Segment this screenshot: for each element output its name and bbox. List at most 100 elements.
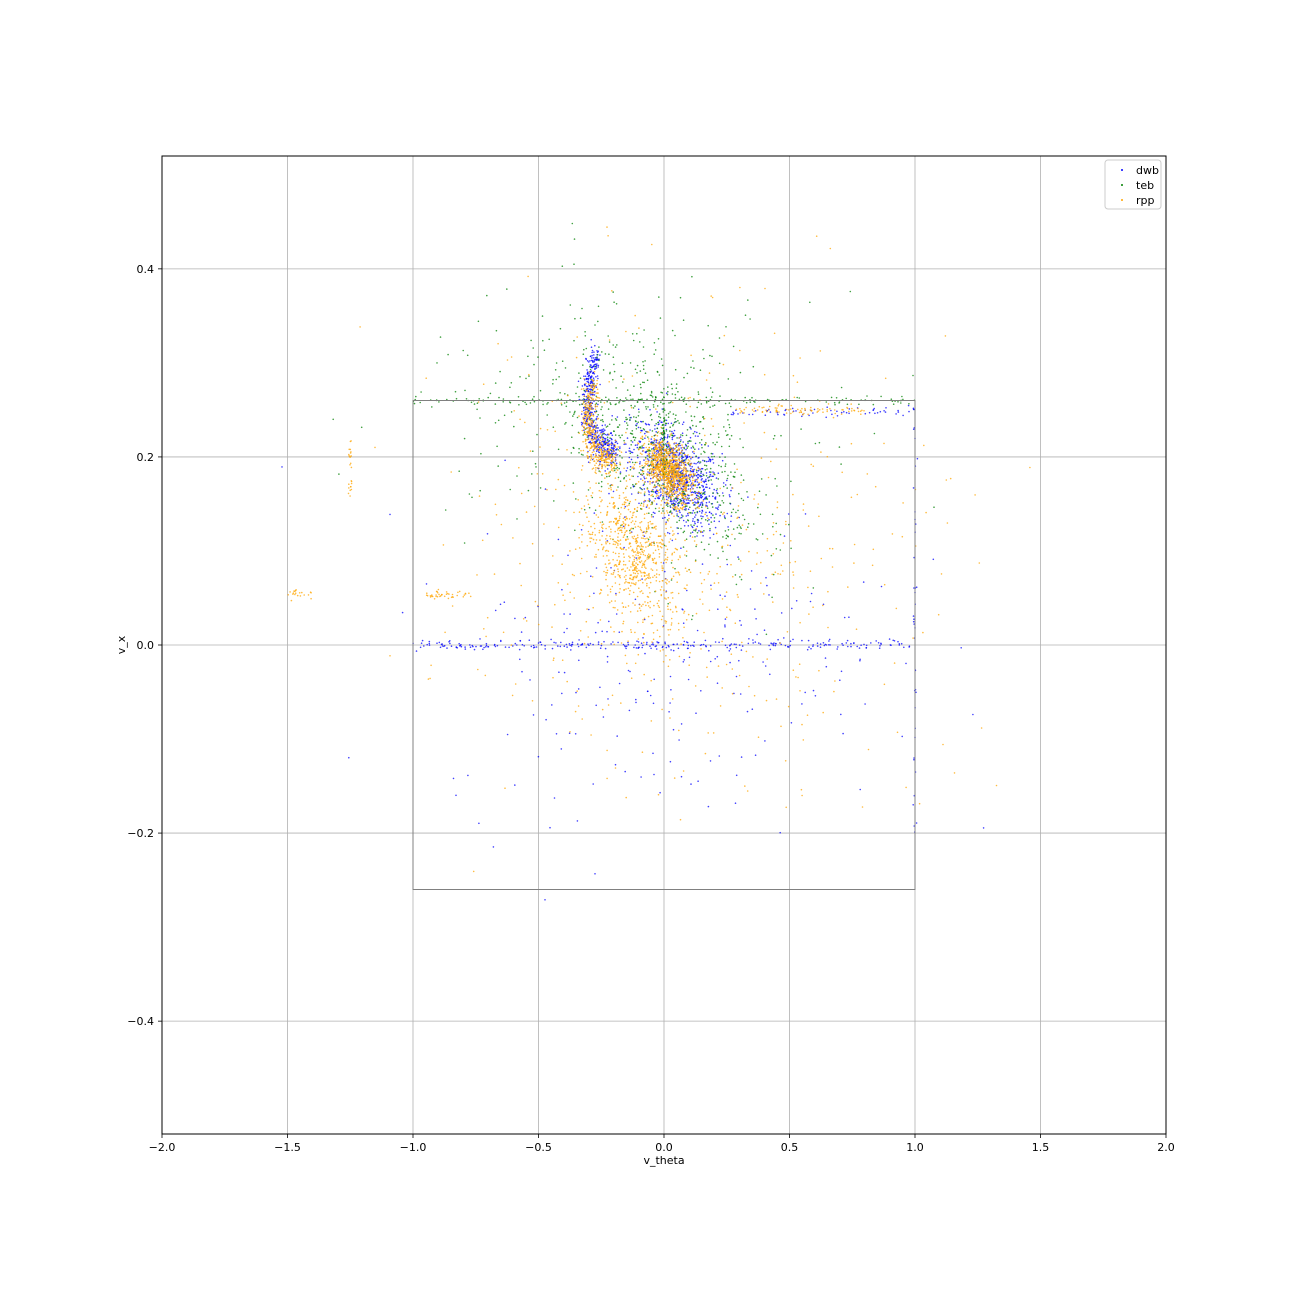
data-point [840, 463, 842, 465]
data-point [588, 533, 591, 535]
data-point [698, 510, 701, 513]
data-point [686, 470, 688, 473]
data-point [628, 502, 631, 505]
data-point [718, 495, 721, 497]
data-point [656, 405, 659, 407]
data-point [681, 485, 683, 487]
data-point [675, 571, 677, 574]
data-point [654, 424, 656, 427]
data-point [632, 436, 635, 439]
data-point [689, 488, 692, 491]
data-point [591, 451, 594, 454]
data-point [640, 429, 642, 432]
data-point [428, 644, 431, 646]
data-point [637, 621, 639, 624]
data-point [612, 521, 615, 523]
data-point [689, 499, 691, 502]
data-point [475, 645, 477, 648]
data-point [496, 644, 499, 647]
data-point [711, 355, 713, 358]
data-point [651, 468, 654, 471]
data-point [687, 454, 689, 456]
data-point [650, 514, 653, 516]
data-point [525, 377, 527, 380]
data-point [615, 467, 617, 470]
data-point [606, 505, 609, 508]
data-point [664, 458, 666, 461]
data-point [683, 525, 686, 527]
data-point [719, 456, 721, 458]
data-point [591, 435, 594, 438]
data-point [676, 581, 678, 583]
data-point [604, 446, 606, 449]
data-point [604, 433, 607, 436]
data-point [649, 606, 651, 609]
data-point [642, 472, 645, 475]
data-point [628, 450, 630, 452]
data-point [625, 416, 627, 419]
data-point [659, 438, 662, 441]
data-point [872, 409, 874, 412]
data-point [662, 490, 664, 493]
data-point [631, 548, 634, 551]
data-point [658, 497, 661, 500]
data-point [601, 424, 604, 427]
data-point [848, 412, 850, 415]
data-point [616, 397, 618, 399]
data-point [800, 428, 802, 430]
data-point [676, 451, 678, 454]
data-point [700, 470, 702, 473]
data-point [614, 606, 616, 609]
data-point [672, 486, 674, 488]
data-point [617, 446, 619, 448]
data-point [674, 467, 677, 469]
data-point [752, 639, 754, 641]
data-point [618, 563, 620, 566]
data-point [628, 461, 631, 463]
data-point [558, 376, 560, 378]
data-point [464, 389, 466, 392]
data-point [586, 360, 589, 362]
data-point [692, 491, 695, 494]
data-point [908, 410, 910, 413]
data-point [532, 714, 535, 716]
data-point [654, 490, 657, 493]
data-point [754, 608, 756, 610]
data-point [655, 455, 657, 457]
data-point [666, 510, 668, 512]
data-point [615, 523, 617, 525]
data-point [700, 444, 703, 446]
data-point [669, 608, 672, 611]
data-point [668, 488, 671, 490]
data-point [662, 463, 664, 465]
data-point [669, 430, 671, 432]
data-point [622, 548, 624, 550]
data-point [810, 647, 812, 650]
data-point [663, 589, 665, 591]
data-point [607, 463, 609, 466]
data-point [771, 596, 773, 599]
data-point [670, 689, 672, 691]
data-point [683, 508, 686, 511]
data-point [634, 631, 636, 634]
data-point [615, 613, 618, 615]
data-point [666, 482, 668, 485]
data-point [609, 448, 612, 451]
data-point [711, 391, 714, 394]
data-point [590, 424, 593, 427]
data-point [332, 418, 335, 421]
data-point [673, 483, 675, 486]
data-point [907, 404, 910, 407]
data-point [667, 644, 670, 647]
data-point [464, 646, 466, 648]
data-point [749, 318, 751, 320]
data-point [578, 523, 581, 526]
data-point [738, 492, 740, 495]
data-point [669, 474, 671, 477]
data-point [676, 443, 679, 446]
data-point [614, 459, 617, 462]
data-point [637, 646, 640, 649]
data-point [649, 645, 651, 647]
data-point [619, 513, 622, 515]
data-point [624, 531, 626, 534]
